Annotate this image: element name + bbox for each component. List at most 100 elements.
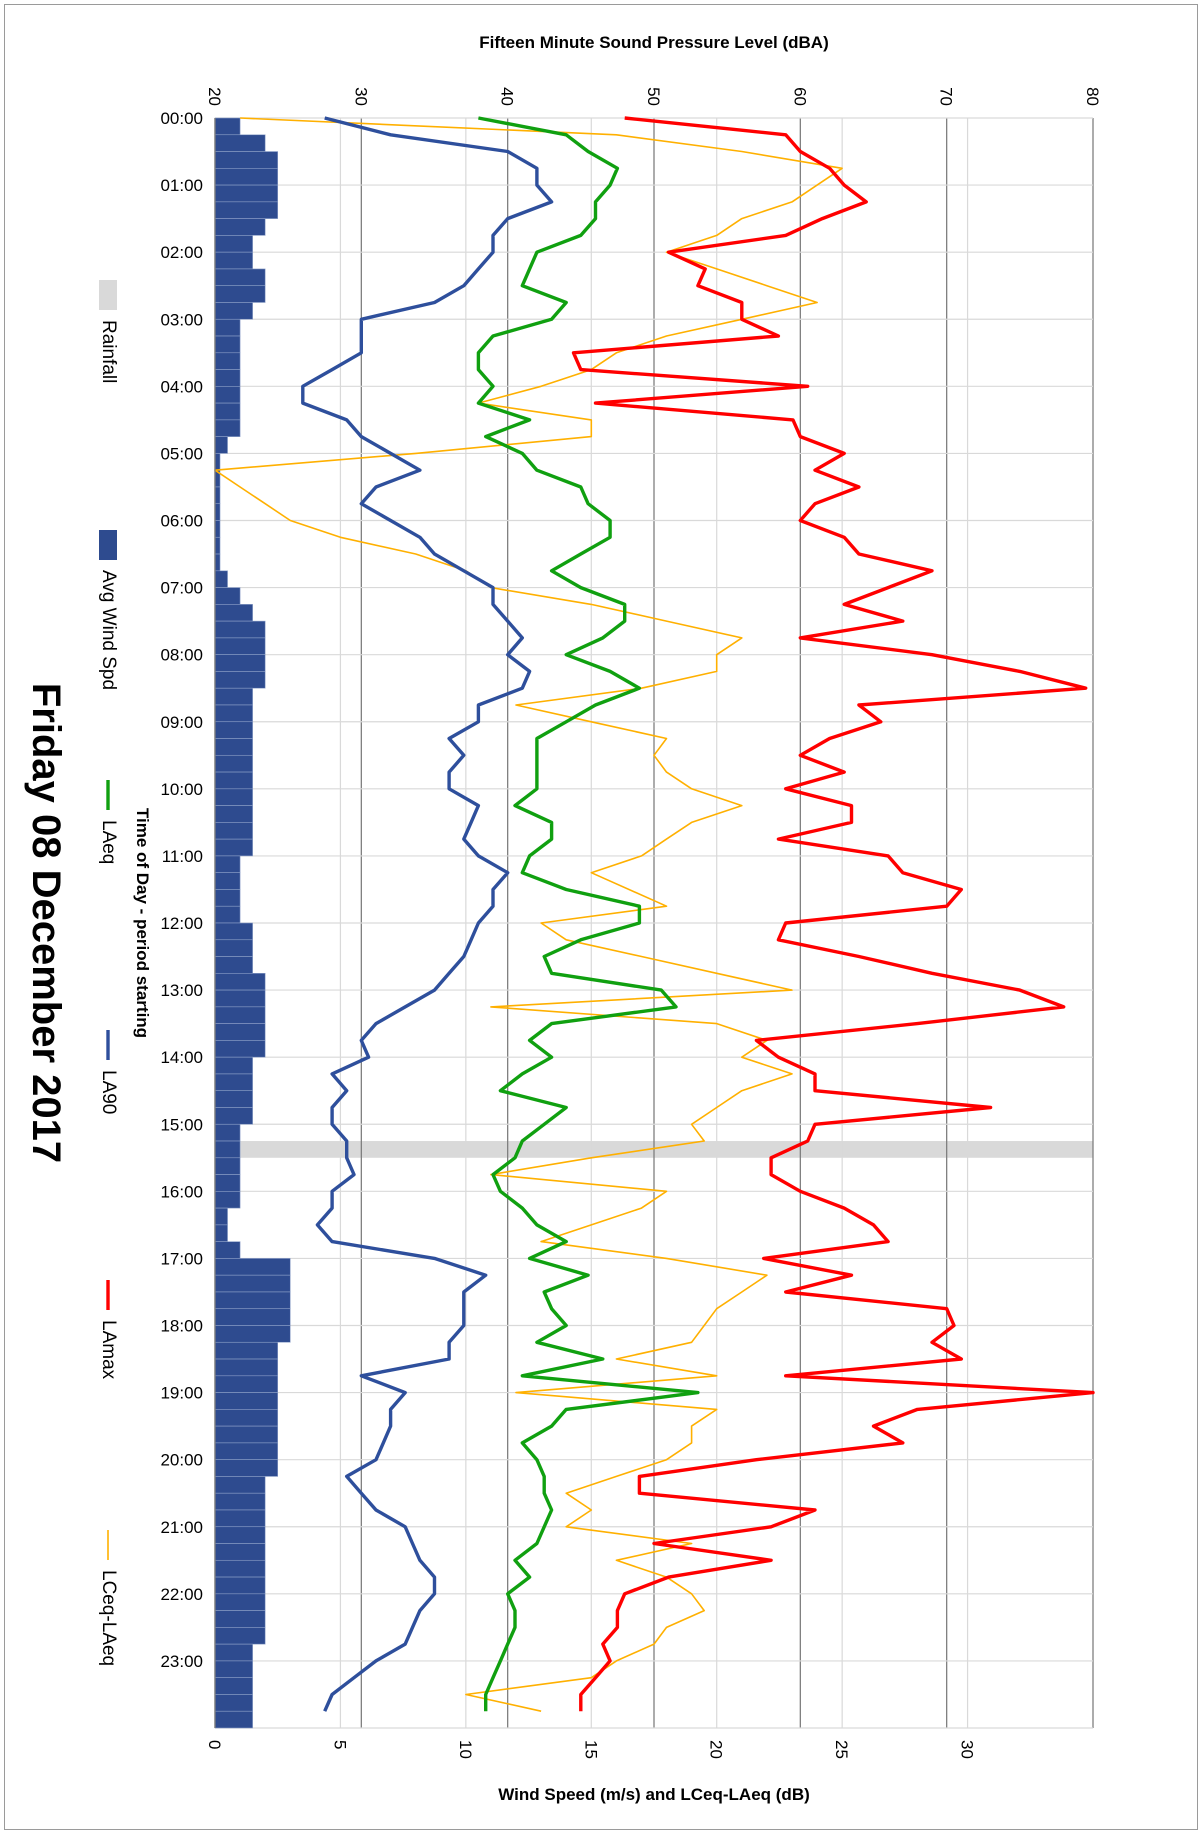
x-tick-label: 18:00 <box>160 1317 203 1336</box>
wind-bar <box>214 1308 291 1326</box>
x-tick-label: 14:00 <box>160 1048 203 1067</box>
wind-bar <box>214 453 221 471</box>
y2-axis-label: Wind Speed (m/s) and LCeq-LAeq (dB) <box>498 1785 810 1804</box>
x-tick-label: 07:00 <box>160 579 203 598</box>
wind-bar <box>214 1241 241 1259</box>
wind-bar <box>214 1409 279 1427</box>
wind-bar <box>214 754 253 773</box>
series-line-lamax <box>571 116 1095 1712</box>
x-axis-label: Time of Day - period starting <box>133 808 152 1038</box>
y-tick-label: 80 <box>1083 87 1102 106</box>
wind-bar <box>214 1107 253 1125</box>
y-tick-label: 20 <box>205 87 224 106</box>
wind-bar <box>214 1325 291 1343</box>
wind-bar <box>214 1258 291 1276</box>
wind-bar <box>214 184 279 203</box>
wind-bar <box>214 889 241 907</box>
wind-bar <box>214 1140 241 1159</box>
wind-bar <box>214 1627 266 1645</box>
wind-bar <box>214 1593 266 1611</box>
wind-bar <box>214 1006 266 1024</box>
wind-bar <box>214 117 241 136</box>
x-tick-label: 06:00 <box>160 512 203 531</box>
wind-bar <box>214 1543 266 1561</box>
x-tick-label: 23:00 <box>160 1652 203 1671</box>
wind-bar <box>214 956 253 974</box>
wind-bar <box>214 1207 228 1226</box>
wind-bar <box>214 285 266 303</box>
wind-bar <box>214 604 253 622</box>
chart-title: Friday 08 December 2017 <box>24 683 68 1163</box>
plot-area: 20 30 40 50 60 70 80 0 5 10 15 20 25 30 00:00 01:00 02:0… <box>160 87 1102 1759</box>
wind-bar <box>214 134 266 152</box>
wind-bar <box>214 1191 241 1209</box>
series-line-laeq <box>476 116 700 1712</box>
legend-swatch-wind <box>99 530 117 560</box>
y2-tick-label: 0 <box>205 1740 224 1749</box>
wind-bar <box>214 168 279 186</box>
wind-bar <box>214 1660 253 1678</box>
wind-bar <box>214 872 241 890</box>
y2-tick-label: 25 <box>832 1740 851 1759</box>
wind-bar <box>214 419 241 437</box>
y2-tick-label: 10 <box>456 1740 475 1759</box>
wind-bar <box>214 1375 279 1393</box>
wind-bar <box>214 503 221 521</box>
x-tick-label: 01:00 <box>160 176 203 195</box>
x-tick-label: 22:00 <box>160 1585 203 1604</box>
wind-bar <box>214 1123 241 1142</box>
legend-label: LCeq-LAeq <box>98 1570 119 1666</box>
y2-tick-label: 30 <box>958 1740 977 1759</box>
wind-bar <box>214 235 253 253</box>
y-tick-label: 30 <box>351 87 370 106</box>
x-tick-label: 02:00 <box>160 243 203 262</box>
wind-bar <box>214 1392 279 1410</box>
legend-label: LA90 <box>98 1070 119 1114</box>
x-tick-label: 16:00 <box>160 1182 203 1201</box>
wind-bar <box>214 218 266 236</box>
wind-bar <box>214 1694 253 1712</box>
x-tick-label: 11:00 <box>162 847 203 866</box>
wind-bar <box>214 1040 266 1058</box>
legend-label: LAmax <box>98 1320 119 1380</box>
x-tick-label: 00:00 <box>160 109 203 128</box>
wind-bar <box>214 1643 253 1662</box>
x-tick-label: 04:00 <box>160 377 203 396</box>
y-tick-label: 60 <box>790 87 809 106</box>
wind-bar <box>214 1610 266 1628</box>
wind-bar <box>214 1459 279 1477</box>
legend-swatch-rain <box>99 280 117 310</box>
wind-bar <box>214 1677 253 1695</box>
wind-bar <box>214 486 221 505</box>
wind-bar <box>214 570 228 588</box>
x-tick-label: 13:00 <box>160 981 203 1000</box>
wind-bar <box>214 1710 253 1729</box>
series-line-la90 <box>301 116 554 1712</box>
wind-bar <box>214 1224 228 1242</box>
wind-bar <box>214 1492 266 1511</box>
wind-bar <box>214 654 266 672</box>
legend-label: Avg Wind Spd <box>98 570 119 690</box>
wind-bar <box>214 1341 279 1360</box>
series-line-lceq-laeq <box>214 117 843 1712</box>
wind-bar <box>214 1476 266 1494</box>
x-tick-label: 20:00 <box>160 1451 203 1470</box>
wind-bar <box>214 1073 253 1092</box>
wind-bar <box>214 1090 253 1108</box>
x-tick-label: 19:00 <box>160 1384 203 1403</box>
wind-bar <box>214 687 253 706</box>
y2-tick-label: 15 <box>581 1740 600 1759</box>
wind-bar <box>214 520 221 538</box>
x-tick-label: 21:00 <box>160 1518 203 1537</box>
x-tick-label: 03:00 <box>160 310 203 329</box>
legend-label: LAeq <box>98 820 119 864</box>
x-tick-label: 10:00 <box>160 780 203 799</box>
wind-bar <box>214 637 266 655</box>
y-tick-label: 70 <box>937 87 956 106</box>
wind-bar <box>214 922 253 941</box>
wind-bar <box>214 251 253 270</box>
wind-bar <box>214 1157 241 1175</box>
wind-bar <box>214 788 253 806</box>
wind-bar <box>214 335 241 354</box>
